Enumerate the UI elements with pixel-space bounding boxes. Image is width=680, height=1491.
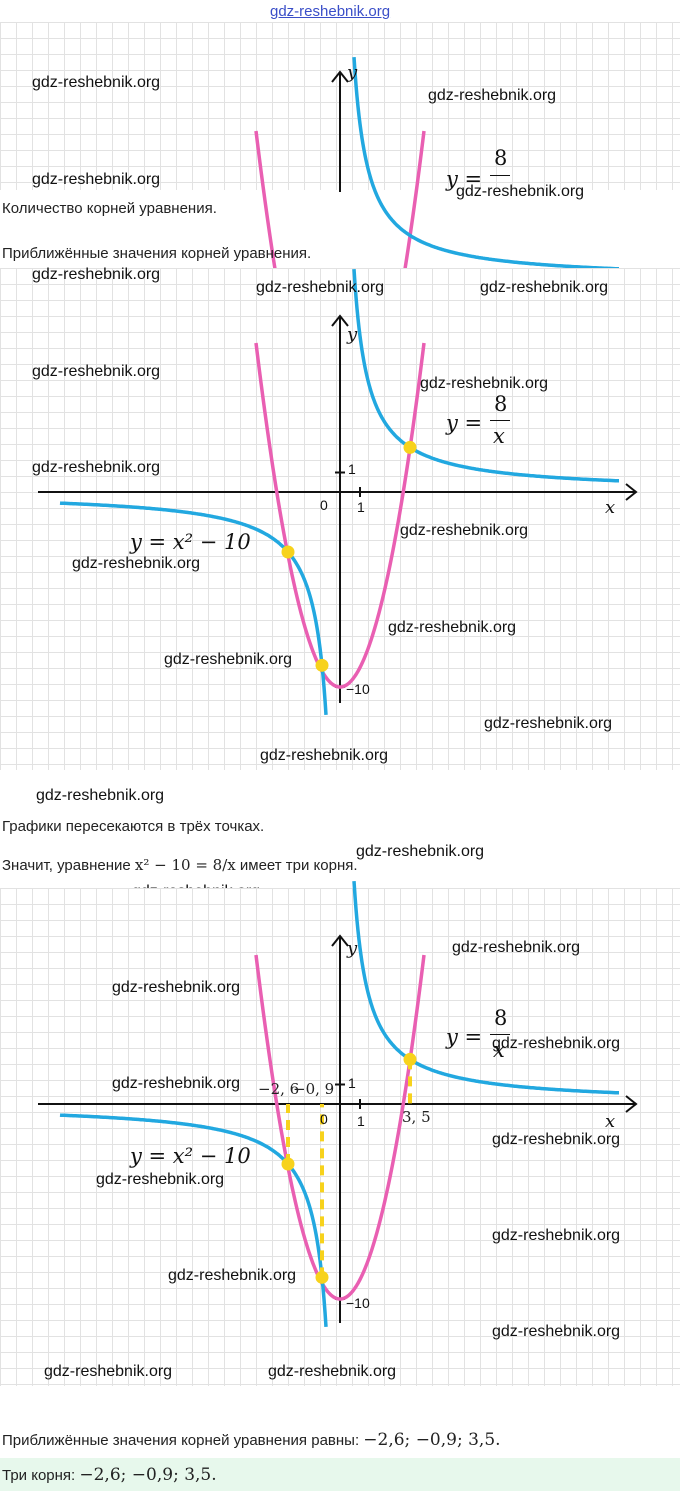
watermark: gdz-reshebnik.org [420,375,549,392]
graph-2 [38,268,638,716]
watermark: gdz-reshebnik.org [492,1227,621,1244]
answer-text: Три корня: −2,6; −0,9; 3,5. [2,1465,217,1485]
graph-3-y-label: y [347,938,358,959]
site-link[interactable]: gdz-reshebnik.org [270,3,391,20]
answer-math: −2,6; −0,9; 3,5. [79,1465,217,1485]
graph-2-hyperbola-num: 8 [494,392,508,416]
count-text: Количество корней уравнения. [2,200,217,217]
graph-1 [59,56,619,504]
watermark: gdz-reshebnik.org [428,87,557,104]
final-pre: Приближённые значения корней уравнения р… [2,1432,364,1449]
watermark: gdz-reshebnik.org [168,1267,297,1284]
x-axis-arrow [625,1095,638,1113]
parabola-curve [254,342,426,689]
intersect-text: Графики пересекаются в трёх точках. [2,818,265,835]
watermark: gdz-reshebnik.org [72,555,201,572]
watermark: gdz-reshebnik.org [32,459,161,476]
graph-2-one-x: 1 [357,499,365,515]
graph-2-hyperbola-den: x [493,424,505,448]
graph-3-minus-ten: −10 [346,1295,370,1311]
graph-3-zero: 0 [320,1111,328,1127]
watermark: gdz-reshebnik.org [388,619,517,636]
graph-3-one-y: 1 [348,1075,356,1091]
intersection-point [281,1157,295,1171]
graph-2-one-y: 1 [348,461,356,477]
graph-3-parabola-label: y = x² − 10 [130,1144,251,1168]
root-label-1: −2, 6 [258,1080,300,1098]
approx-text: Приближённые значения корней уравнения. [2,245,312,262]
root-label-3: 3, 5 [402,1108,431,1126]
graph-2-zero: 0 [320,497,328,513]
graph-2-x-label: x [605,497,616,518]
intersection-point [315,1270,329,1284]
intersection-point [315,658,329,672]
graph-1-hyperbola-bar [490,175,510,176]
watermark: gdz-reshebnik.org [32,171,161,188]
watermark: gdz-reshebnik.org [268,1363,397,1380]
graph-2-hyperbola-bar [490,420,510,421]
hyperbola-right-branch [352,268,619,483]
hyperbola-left-branch [59,1113,328,1328]
graph-3-hyperbola-bar [490,1034,510,1035]
y-axis-arrow [331,934,349,947]
graph-3-one-x: 1 [357,1113,365,1129]
hyperbola-right-branch [352,56,619,271]
watermark: gdz-reshebnik.org [484,715,613,732]
root-label-2: −0, 9 [293,1080,335,1098]
final-text: Приближённые значения корней уравнения р… [2,1430,501,1450]
graph-2-y-label: y [347,324,358,345]
graph-1-y-label: y [347,62,358,83]
conclusion-pre: Значит, уравнение [2,857,135,874]
conclusion-text: Значит, уравнение x² − 10 = 8/x имеет тр… [2,856,358,874]
watermark: gdz-reshebnik.org [44,1363,173,1380]
watermark: gdz-reshebnik.org [260,747,389,764]
watermark: gdz-reshebnik.org [36,787,165,804]
y-axis-arrow [331,70,349,83]
watermark: gdz-reshebnik.org [164,651,293,668]
graph-3-x-label: x [605,1111,616,1132]
intersection-point [403,1052,417,1066]
watermark: gdz-reshebnik.org [452,939,581,956]
watermark: gdz-reshebnik.org [32,266,161,283]
watermark: gdz-reshebnik.org [480,279,609,296]
graph-2-parabola-label: y = x² − 10 [130,530,251,554]
hyperbola-right-branch [352,880,619,1095]
hyperbola-left-branch [59,501,328,716]
watermark: gdz-reshebnik.org [492,1131,621,1148]
conclusion-post: имеет три корня. [235,857,358,874]
graph-3-hyperbola-label: y = [446,1025,483,1049]
watermark: gdz-reshebnik.org [32,74,161,91]
watermark: gdz-reshebnik.org [256,279,385,296]
watermark: gdz-reshebnik.org [492,1323,621,1340]
answer-pre: Три корня: [2,1467,80,1484]
graph-1-hyperbola-num: 8 [494,146,508,170]
watermark: gdz-reshebnik.org [492,1035,621,1052]
watermark: gdz-reshebnik.org [112,1075,241,1092]
watermark: gdz-reshebnik.org [456,183,585,200]
graph-2-minus-ten: −10 [346,681,370,697]
graph-3-hyperbola-den: x [493,1038,505,1062]
graph-1-hyperbola-label: y = [446,167,483,191]
watermark: gdz-reshebnik.org [112,979,241,996]
answer-box [0,1458,680,1491]
watermark: gdz-reshebnik.org [32,363,161,380]
graph-3 [38,880,638,1328]
graph-3-hyperbola-num: 8 [494,1006,508,1030]
final-math: −2,6; −0,9; 3,5. [363,1430,501,1450]
graph-2-hyperbola-label: y = [446,411,483,435]
intersection-point [281,545,295,559]
watermark: gdz-reshebnik.org [400,522,529,539]
y-axis-arrow [331,314,349,327]
watermark: gdz-reshebnik.org [356,843,485,860]
conclusion-math: x² − 10 = 8/x [134,856,236,874]
x-axis-arrow [625,483,638,501]
parabola-curve [254,954,426,1301]
intersection-point [403,440,417,454]
watermark: gdz-reshebnik.org [96,1171,225,1188]
